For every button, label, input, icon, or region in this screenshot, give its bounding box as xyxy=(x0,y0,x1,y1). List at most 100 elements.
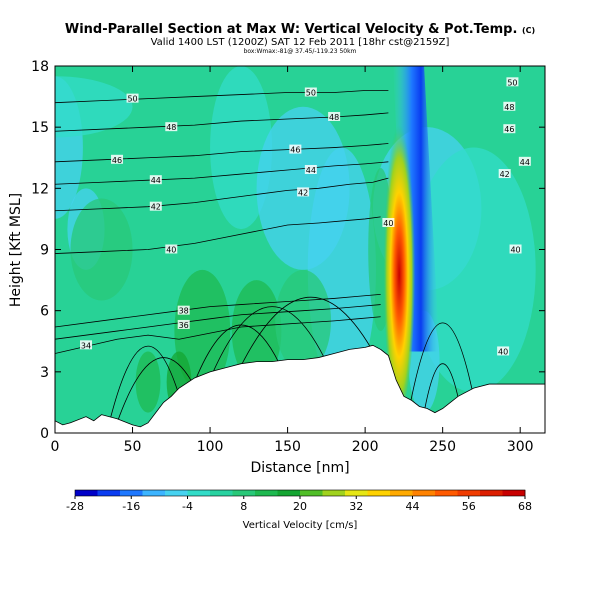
chart-small-text: box:Wmax:-81@ 37.45/-119.23 50km xyxy=(244,48,357,55)
colorbar-label: Vertical Velocity [cm/s] xyxy=(243,520,358,531)
contour-label-bg xyxy=(165,244,178,254)
contour-label-17: 46 xyxy=(503,124,516,134)
contour-arc-6 xyxy=(408,322,478,413)
contour-label-bg xyxy=(149,201,162,211)
contour-label-3: 48 xyxy=(328,111,341,122)
contour-label-bg xyxy=(165,122,178,132)
field-patch-8 xyxy=(70,198,133,301)
contour-label-bg xyxy=(518,156,531,166)
contour-label-bg xyxy=(149,175,162,185)
contour-label-bg xyxy=(506,77,519,87)
contour-label-1: 50 xyxy=(304,87,317,98)
contour-label-12: 38 xyxy=(177,305,190,316)
contour-42 xyxy=(55,177,389,212)
colorbar-tick-label: 32 xyxy=(349,500,363,513)
colorbar-tick-label: 8 xyxy=(240,500,247,513)
contour-label-4: 46 xyxy=(111,154,124,165)
contour-label-text: 40 xyxy=(383,219,393,228)
contour-label-text: 46 xyxy=(290,146,300,155)
contour-50 xyxy=(55,90,389,104)
field-patch-1 xyxy=(55,76,133,138)
x-tick-label: 200 xyxy=(352,439,379,455)
contour-label-text: 40 xyxy=(498,347,508,356)
contour-label-bg xyxy=(126,93,139,103)
colorbar-swatch xyxy=(255,490,278,496)
colorbar-swatch xyxy=(412,490,436,496)
colorbar-swatch xyxy=(502,490,526,496)
contour-label-bg xyxy=(503,101,516,111)
colorbar-swatch xyxy=(457,490,481,496)
contour-48 xyxy=(55,112,389,132)
x-tick-label: 150 xyxy=(274,439,301,455)
contour-label-text: 44 xyxy=(306,166,316,175)
updraft-plume xyxy=(383,109,416,410)
contour-label-text: 44 xyxy=(151,176,161,185)
contour-label-text: 42 xyxy=(298,188,308,197)
contour-label-bg xyxy=(289,144,302,154)
contour-label-6: 44 xyxy=(149,175,162,185)
y-tick-label: 3 xyxy=(40,365,49,381)
contour-34 xyxy=(55,316,381,354)
colorbar-swatch xyxy=(277,490,301,496)
y-tick-label: 0 xyxy=(40,426,49,442)
field-patch-7 xyxy=(411,147,536,393)
chart-title: Wind-Parallel Section at Max W: Vertical… xyxy=(65,22,535,37)
contour-label-text: 48 xyxy=(504,103,514,112)
contour-label-21: 40 xyxy=(497,346,510,356)
x-tick-label: 300 xyxy=(507,439,534,455)
contour-label-text: 36 xyxy=(179,321,189,330)
contour-label-9: 42 xyxy=(297,187,310,197)
contour-label-bg xyxy=(111,154,124,164)
contour-label-13: 36 xyxy=(177,319,190,330)
field-patch-9 xyxy=(174,269,231,393)
colorbar-tick-label: 20 xyxy=(293,500,307,513)
contour-label-text: 42 xyxy=(500,170,510,179)
terrain xyxy=(55,344,545,433)
x-axis: 0 50 100 150 200 250 300 xyxy=(51,66,534,455)
colorbar-swatch xyxy=(300,490,323,496)
contour-arc-4 xyxy=(240,296,381,366)
contour-arc-5 xyxy=(423,363,462,413)
contour-label-15: 50 xyxy=(506,77,519,87)
contour-label-20: 40 xyxy=(509,244,522,255)
contour-label-text: 48 xyxy=(166,123,176,132)
contour-label-bg xyxy=(328,111,341,121)
contour-label-bg xyxy=(177,319,190,329)
contour-label-text: 50 xyxy=(507,78,517,87)
contour-label-bg xyxy=(80,340,93,350)
colorbar-tick-label: -4 xyxy=(182,500,193,513)
contour-label-7: 44 xyxy=(304,164,317,175)
chart-subtitle: Valid 1400 LST (1200Z) SAT 12 Feb 2011 [… xyxy=(151,37,450,48)
colorbar-swatch xyxy=(97,490,121,496)
contour-label-bg xyxy=(177,305,190,315)
contour-label-bg xyxy=(304,87,317,97)
colorbar-swatch xyxy=(165,490,188,496)
contour-label-text: 34 xyxy=(81,341,91,350)
contour-arc-0 xyxy=(108,345,188,423)
contour-36 xyxy=(55,304,381,340)
contour-label-14: 34 xyxy=(80,340,93,350)
contour-label-bg xyxy=(503,124,516,134)
contour-label-16: 48 xyxy=(503,101,516,112)
y-tick-label: 9 xyxy=(40,243,49,259)
colorbar-tick-label: -28 xyxy=(66,500,84,513)
contour-label-text: 50 xyxy=(306,89,316,98)
x-tick-label: 250 xyxy=(429,439,456,455)
colorbar-swatch xyxy=(142,490,166,496)
colorbar-swatch xyxy=(390,490,413,496)
colorbar-tick-label: 68 xyxy=(518,500,532,513)
colorbar-tick-label: -16 xyxy=(122,500,140,513)
contour-label-text: 50 xyxy=(127,95,137,104)
x-tick-label: 100 xyxy=(197,439,224,455)
contour-label-bg xyxy=(304,164,317,174)
colorbar: -28 -16 -4 8 20 32 44 56 68 xyxy=(66,489,532,513)
colorbar-swatch xyxy=(187,490,211,496)
y-tick-label: 12 xyxy=(31,181,49,197)
contour-label-bg xyxy=(509,244,522,254)
colorbar-swatch xyxy=(480,490,503,496)
contour-label-text: 38 xyxy=(179,307,189,316)
contour-40 xyxy=(55,216,381,254)
contour-labels: 50 50 48 48 46 46 44 44 42 42 40 40 38 36 34 50 48 46 44 42… xyxy=(80,77,531,356)
